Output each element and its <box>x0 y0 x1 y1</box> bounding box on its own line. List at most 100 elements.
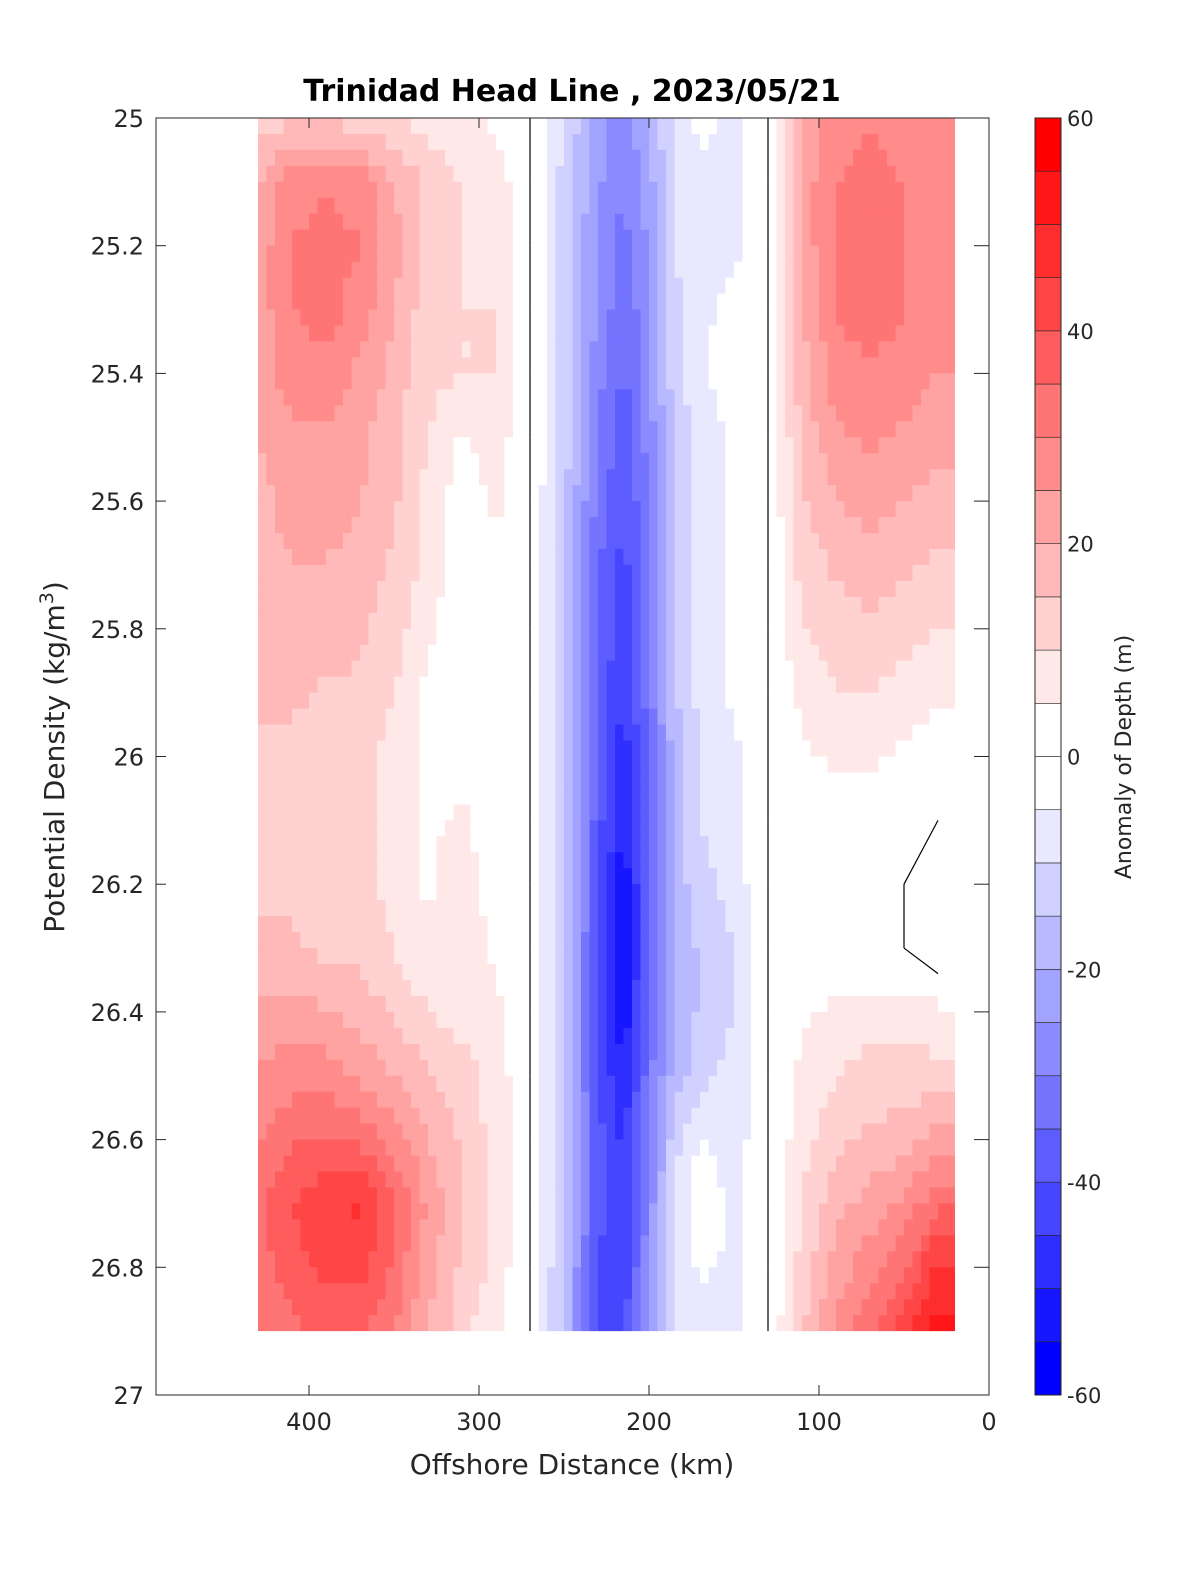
heatmap-cell <box>887 1011 897 1029</box>
heatmap-cell <box>581 213 591 231</box>
heatmap-cell <box>258 756 268 774</box>
heatmap-cell <box>470 517 480 534</box>
heatmap-cell <box>606 1011 616 1029</box>
heatmap-cell <box>326 676 336 694</box>
heatmap-cell <box>946 453 955 470</box>
heatmap-cell <box>334 644 344 662</box>
heatmap-cell <box>751 309 761 327</box>
heatmap-cell <box>309 979 319 997</box>
heatmap-cell <box>819 628 829 646</box>
heatmap-cell <box>640 357 650 374</box>
heatmap-cell <box>853 165 863 183</box>
heatmap-cell <box>309 277 319 295</box>
heatmap-cell <box>810 979 820 997</box>
heatmap-cell <box>938 564 948 582</box>
heatmap-cell <box>691 836 701 853</box>
heatmap-cell <box>768 804 778 821</box>
heatmap-cell <box>827 118 837 135</box>
heatmap-cell <box>836 533 846 550</box>
heatmap-cell <box>555 149 565 167</box>
heatmap-cell <box>708 261 718 279</box>
heatmap-cell <box>836 916 846 933</box>
heatmap-cell <box>717 1075 727 1093</box>
heatmap-cell <box>581 964 591 981</box>
heatmap-cell <box>360 932 370 949</box>
heatmap-cell <box>343 740 353 758</box>
heatmap-cell <box>385 628 395 646</box>
heatmap-cell <box>402 644 412 662</box>
heatmap-cell <box>309 1075 319 1093</box>
heatmap-cell <box>708 995 718 1013</box>
heatmap-cell <box>895 197 905 215</box>
heatmap-cell <box>462 533 472 550</box>
heatmap-cell <box>742 724 752 742</box>
heatmap-cell <box>581 1011 591 1029</box>
heatmap-cell <box>921 213 931 231</box>
heatmap-cell <box>810 628 820 646</box>
heatmap-cell <box>581 325 591 343</box>
heatmap-cell <box>360 692 370 710</box>
heatmap-cell <box>317 995 327 1013</box>
heatmap-cell <box>555 533 565 550</box>
heatmap-cell <box>266 421 276 438</box>
heatmap-cell <box>632 165 642 183</box>
heatmap-cell <box>589 389 599 406</box>
heatmap-cell <box>853 293 863 311</box>
heatmap-cell <box>912 868 922 885</box>
heatmap-cell <box>496 708 506 726</box>
heatmap-cell <box>521 1075 531 1093</box>
heatmap-cell <box>377 485 387 502</box>
heatmap-cell <box>734 437 744 454</box>
heatmap-cell <box>343 293 353 311</box>
heatmap-cell <box>470 884 480 901</box>
heatmap-cell <box>904 740 914 758</box>
heatmap-cell <box>734 245 744 263</box>
heatmap-cell <box>946 772 955 790</box>
heatmap-cell <box>283 692 293 710</box>
heatmap-cell <box>360 740 370 758</box>
heatmap-cell <box>385 197 395 215</box>
heatmap-cell <box>657 580 667 598</box>
heatmap-cell <box>691 437 701 454</box>
heatmap-cell <box>487 1027 497 1045</box>
heatmap-cell <box>530 405 540 422</box>
heatmap-cell <box>853 1043 863 1061</box>
heatmap-cell <box>530 1043 540 1061</box>
heatmap-cell <box>521 788 531 805</box>
heatmap-cell <box>402 628 412 646</box>
heatmap-cell <box>606 229 616 247</box>
heatmap-cell <box>436 389 446 406</box>
heatmap-cell <box>445 357 455 374</box>
heatmap-cell <box>700 644 710 662</box>
heatmap-cell <box>870 708 880 726</box>
heatmap-cell <box>708 1027 718 1045</box>
heatmap-cell <box>377 884 387 901</box>
heatmap-cell <box>836 469 846 486</box>
heatmap-cell <box>895 756 905 774</box>
heatmap-cell <box>853 628 863 646</box>
heatmap-cell <box>623 708 633 726</box>
heatmap-cell <box>887 916 897 933</box>
heatmap-cell <box>887 149 897 167</box>
heatmap-cell <box>742 405 752 422</box>
heatmap-cell <box>266 995 276 1013</box>
heatmap-cell <box>615 149 625 167</box>
heatmap-cell <box>640 1011 650 1029</box>
heatmap-cell <box>385 660 395 678</box>
heatmap-cell <box>479 501 489 518</box>
heatmap-cell <box>938 453 948 470</box>
heatmap-cell <box>606 948 616 965</box>
heatmap-cell <box>674 548 684 566</box>
heatmap-cell <box>479 405 489 422</box>
heatmap-cell <box>402 804 412 821</box>
heatmap-cell <box>479 772 489 790</box>
heatmap-cell <box>334 612 344 630</box>
heatmap-cell <box>462 1011 472 1029</box>
heatmap-cell <box>666 118 676 135</box>
heatmap-cell <box>640 437 650 454</box>
heatmap-cell <box>904 916 914 933</box>
heatmap-cell <box>768 724 778 742</box>
heatmap-cell <box>674 756 684 774</box>
heatmap-cell <box>742 469 752 486</box>
heatmap-cell <box>836 1043 846 1061</box>
